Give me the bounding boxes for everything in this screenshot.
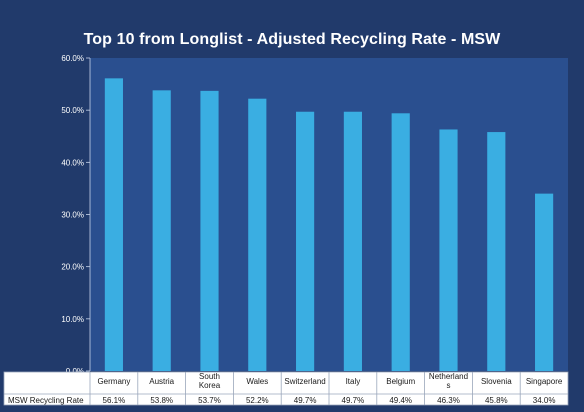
data-label: 34.0% [533,396,556,405]
bar [439,129,458,371]
data-table [3,371,569,406]
chart-title: Top 10 from Longlist - Adjusted Recyclin… [83,31,501,48]
bar [391,113,410,372]
bar [152,90,171,372]
y-tick-label: 10.0% [61,315,84,324]
category-label: Slovenia [481,377,512,386]
y-tick-label: 0.0% [66,367,84,376]
category-label: Italy [346,377,361,386]
category-label: Switzerland [284,377,325,386]
category-label: Korea [199,381,221,390]
bar [535,193,554,371]
bar [248,98,267,371]
category-label: s [447,381,451,390]
data-label: 52.2% [246,396,269,405]
bar [200,90,219,372]
y-tick-label: 30.0% [61,211,84,220]
y-tick-label: 40.0% [61,158,84,167]
data-label: 46.3% [437,396,460,405]
data-label: 49.4% [389,396,412,405]
bar [296,111,315,372]
category-label: South [199,372,220,381]
data-label: 53.8% [150,396,173,405]
y-tick-label: 50.0% [61,106,84,115]
series-name: MSW Recycling Rate [8,396,84,405]
category-label: Austria [149,377,174,386]
bar [487,132,506,371]
data-label: 45.8% [485,396,508,405]
data-label: 49.7% [294,396,317,405]
bar [343,111,362,372]
category-label: Wales [246,377,268,386]
data-label: 56.1% [103,396,126,405]
category-label: Netherland [429,372,468,381]
data-label: 53.7% [198,396,221,405]
category-label: Germany [97,377,130,386]
data-label: 49.7% [342,396,365,405]
y-tick-label: 60.0% [61,54,84,63]
category-label: Singapore [526,377,563,386]
category-label: Belgium [386,377,415,386]
bar [104,78,123,371]
y-tick-label: 20.0% [61,263,84,272]
